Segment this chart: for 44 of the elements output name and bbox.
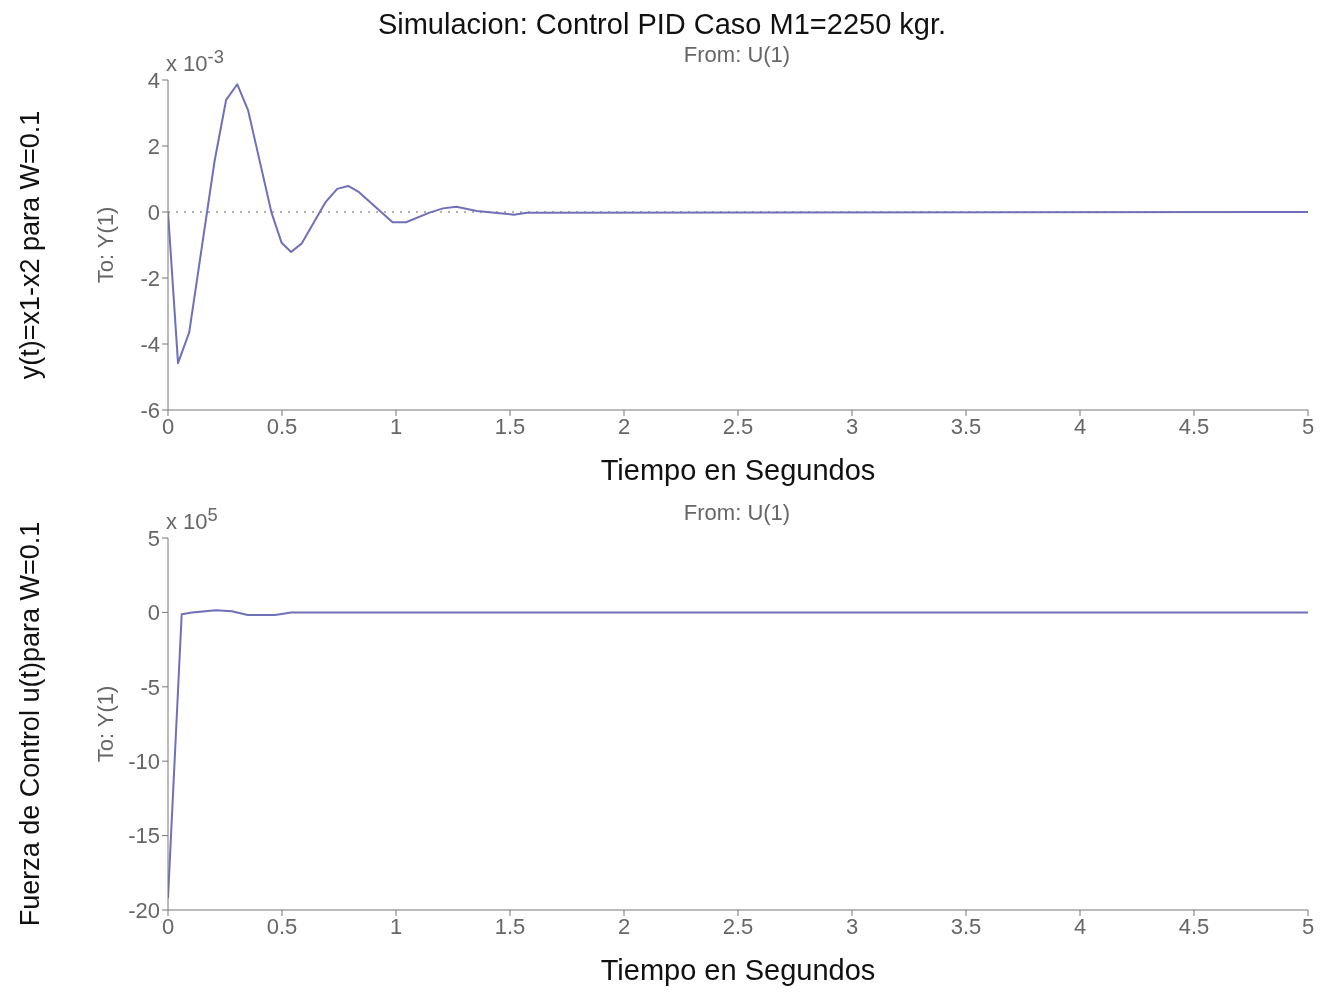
chart-subtitle: From: U(1) xyxy=(683,500,791,525)
y-tick-label: -6 xyxy=(140,397,160,423)
x-axis-title: Tiempo en Segundos xyxy=(599,454,877,487)
line-series xyxy=(168,83,1308,365)
x-tick-label: 4 xyxy=(1073,413,1087,439)
y-tick-label: 2 xyxy=(147,133,160,159)
y-tick-label: 4 xyxy=(147,67,160,93)
y-tick-label: 0 xyxy=(147,600,160,626)
y-tick-label: -10 xyxy=(128,749,160,775)
text: x 10$^{-3}$ xyxy=(166,46,224,78)
y-tick-label: 5 xyxy=(147,525,160,551)
x-axis-title: Tiempo en Segundos xyxy=(599,954,877,987)
x-tick-label: 3 xyxy=(845,913,859,939)
x-tick-label: 3.5 xyxy=(950,413,982,439)
x-tick-label: 2 xyxy=(617,913,631,939)
y-tick-label: -15 xyxy=(128,823,160,849)
x-tick-label: 2.5 xyxy=(722,413,754,439)
x-tick-label: 1 xyxy=(389,413,403,439)
chart-title: Simulacion: Control PID Caso M1=2250 kgr. xyxy=(376,8,948,41)
y-tick-label: -5 xyxy=(140,674,160,700)
chart-subtitle: From: U(1) xyxy=(683,42,791,67)
x-tick-label: 0.5 xyxy=(266,413,298,439)
x-tick-label: 0.5 xyxy=(266,913,298,939)
x-tick-label: 2.5 xyxy=(722,913,754,939)
x-tick-label: 3 xyxy=(845,413,859,439)
x-tick-label: 3.5 xyxy=(950,913,982,939)
y-tick-label: -2 xyxy=(140,265,160,291)
x-tick-label: 5 xyxy=(1301,413,1315,439)
y-tick-label: -4 xyxy=(140,331,160,357)
x-tick-label: 5 xyxy=(1301,913,1315,939)
x-tick-label: 1 xyxy=(389,913,403,939)
text: To: Y(1) xyxy=(93,685,119,763)
x-tick-label: 2 xyxy=(617,413,631,439)
y-tick-label: 0 xyxy=(147,199,160,225)
x-tick-label: 4.5 xyxy=(1178,913,1210,939)
y-tick-label: -20 xyxy=(128,897,160,923)
x-tick-label: 1.5 xyxy=(494,413,526,439)
text: To: Y(1) xyxy=(93,206,119,284)
y-axis-title: Fuerza de Control u(t)para W=0.1 xyxy=(14,521,46,927)
x-tick-label: 4 xyxy=(1073,913,1087,939)
y-axis-title: y(t)=x1-x2 para W=0.1 xyxy=(14,110,46,380)
x-tick-label: 1.5 xyxy=(494,913,526,939)
text: x 10$^{5}$ xyxy=(166,504,218,536)
x-tick-label: 4.5 xyxy=(1178,413,1210,439)
